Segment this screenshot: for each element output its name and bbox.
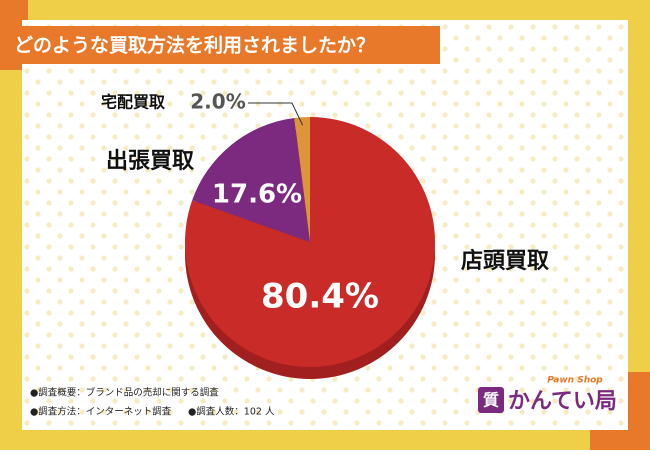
logo-tagline: Pawn Shop bbox=[547, 376, 603, 386]
pie-slice bbox=[185, 117, 435, 368]
logo: 質 Pawn Shop かんてい局 bbox=[478, 376, 617, 414]
note: ●調査人数：102 人 bbox=[188, 406, 275, 418]
note: ●調査概要：ブランド品の売却に関する調査 bbox=[30, 387, 219, 399]
note: ●調査方法：インターネット調査 bbox=[30, 406, 172, 418]
category-label: 店頭買取 bbox=[461, 249, 549, 274]
leader-line bbox=[248, 102, 304, 126]
value-label: 2.0% bbox=[190, 90, 245, 114]
category-label: 出張買取 bbox=[106, 149, 194, 174]
pie-slice bbox=[192, 117, 310, 242]
logo-icon-bg bbox=[478, 387, 504, 413]
title-banner bbox=[0, 26, 440, 64]
pie-slice bbox=[294, 117, 310, 242]
category-label: 宅配買取 bbox=[101, 93, 165, 112]
logo-name: かんてい局 bbox=[508, 389, 617, 414]
logo-icon: 質 bbox=[483, 391, 499, 410]
value-label: 17.6% bbox=[212, 180, 302, 210]
value-label: 80.4% bbox=[261, 277, 379, 317]
chart-title: どのような買取方法を利用されましたか？ bbox=[14, 34, 375, 57]
